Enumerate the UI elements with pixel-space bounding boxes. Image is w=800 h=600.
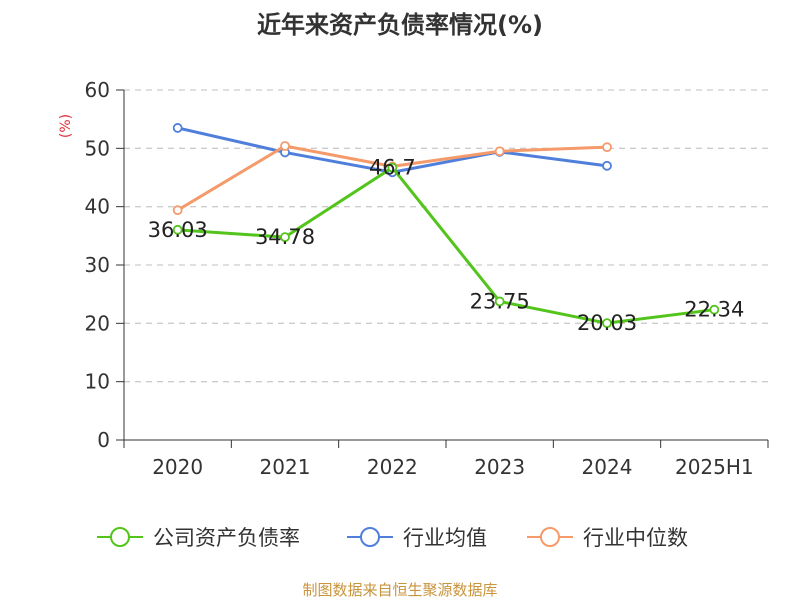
x-tick-label: 2024 — [582, 455, 633, 479]
legend-label: 公司资产负债率 — [153, 526, 300, 550]
source-note: 制图数据来自恒生聚源数据库 — [302, 581, 497, 599]
data-point — [280, 232, 290, 243]
data-point — [494, 146, 505, 157]
legend-item: 行业中位数 — [527, 526, 688, 550]
y-tick-label: 30 — [85, 253, 110, 277]
y-tick-label: 50 — [85, 136, 110, 160]
data-point — [602, 318, 612, 329]
y-ticks: 0 10 20 30 40 50 60 — [85, 78, 124, 452]
data-point — [172, 205, 183, 216]
y-tick-label: 10 — [85, 370, 110, 394]
data-labels: 36.03 34.78 46.7 23.75 20.03 22.34 — [148, 156, 745, 336]
x-tick-label: 2021 — [260, 455, 311, 479]
series-line-0 — [177, 166, 715, 325]
data-point — [387, 162, 398, 173]
data-label: 34.78 — [255, 225, 315, 249]
legend-marker — [110, 527, 130, 547]
data-point — [602, 160, 612, 171]
y-tick-label: 0 — [97, 428, 110, 452]
legend: 公司资产负债率 行业均值 行业中位数 — [97, 526, 688, 550]
x-tick-label: 2025H1 — [675, 455, 754, 479]
data-label: 22.34 — [684, 298, 744, 322]
legend-marker — [360, 527, 380, 547]
legend-label: 行业均值 — [403, 526, 487, 550]
x-tick-label: 2020 — [152, 455, 203, 479]
series-group — [172, 123, 720, 329]
x-tick-label: 2023 — [474, 455, 525, 479]
legend-item: 行业均值 — [347, 526, 487, 550]
data-point — [602, 142, 612, 153]
data-point — [172, 224, 183, 235]
data-point — [172, 123, 183, 133]
legend-item: 公司资产负债率 — [97, 526, 300, 550]
data-label: 46.7 — [369, 156, 416, 180]
legend-marker — [540, 527, 560, 547]
legend-label: 行业中位数 — [583, 526, 688, 550]
x-tick-label: 2022 — [367, 455, 418, 479]
chart-title: 近年来资产负债率情况(%) — [257, 11, 543, 39]
data-point — [709, 304, 720, 315]
data-point — [494, 296, 505, 307]
data-label: 36.03 — [148, 218, 208, 242]
x-ticks: 2020 2021 2022 2023 2024 2025H1 — [123, 440, 769, 479]
y-axis-label: (%) — [58, 114, 74, 138]
data-label: 20.03 — [577, 311, 637, 335]
gridlines — [124, 89, 768, 383]
y-tick-label: 60 — [85, 78, 110, 102]
y-tick-label: 40 — [85, 195, 110, 219]
data-label: 23.75 — [470, 289, 530, 313]
data-point — [280, 141, 290, 151]
y-tick-label: 20 — [85, 311, 110, 335]
